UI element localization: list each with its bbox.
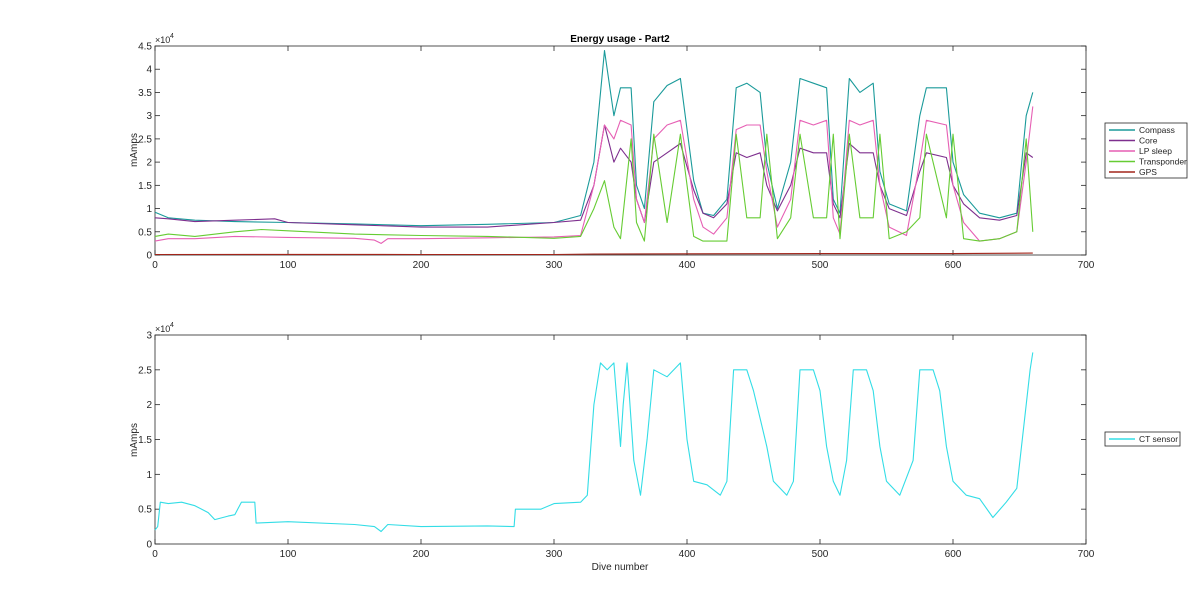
bottom-y-exponent-power: 4 (170, 322, 174, 329)
bottom-y-tick-label: 1.5 (138, 435, 152, 446)
bottom-y-axis-label: mAmps (129, 423, 140, 457)
legend-label-compass: Compass (1139, 125, 1175, 135)
top-axes-ticks: 0 100 200 300 400 500 600 700 0 0.5 1 1.5 2 2.5 3 3.5 4 4… (138, 42, 1095, 272)
legend-label-transponder: Transponder (1139, 157, 1187, 167)
top-y-tick-label: 3 (146, 111, 152, 122)
top-x-tick-label: 0 (152, 260, 158, 271)
top-y-tick-label: 4 (146, 65, 152, 76)
bottom-y-tick-label: 1 (146, 470, 152, 481)
top-x-tick-label: 300 (546, 260, 563, 271)
bottom-y-tick-label: 3 (146, 331, 152, 342)
top-y-tick-label: 0 (146, 251, 152, 262)
bottom-y-tick-label: 2.5 (138, 365, 152, 376)
top-series-lp-sleep (154, 106, 1034, 244)
bottom-x-tick-label: 400 (679, 549, 696, 560)
bottom-x-tick-label: 0 (152, 549, 158, 560)
bottom-axes-ticks: 0 100 200 300 400 500 600 700 0 0.5 1 1.5 2 2.5 3 (138, 331, 1095, 561)
top-y-tick-label: 2 (146, 158, 152, 169)
top-x-tick-label: 400 (679, 260, 696, 271)
top-x-tick-label: 100 (280, 260, 297, 271)
top-y-axis-label: mAmps (129, 133, 140, 167)
top-series-gps (154, 252, 1033, 256)
energy-usage-chart: 0 100 200 300 400 500 600 700 0 0.5 1 1.5 2 2.5 3 3.5 4 4… (129, 33, 1188, 272)
top-y-exponent-base: ×10 (155, 35, 170, 45)
bottom-x-tick-label: 700 (1078, 549, 1095, 560)
chart-title: Energy usage - Part2 (570, 34, 670, 45)
top-y-exponent-power: 4 (170, 33, 174, 40)
top-x-tick-label: 200 (413, 260, 430, 271)
top-series-group (154, 50, 1034, 256)
bottom-y-tick-label: 0.5 (138, 505, 152, 516)
top-y-tick-label: 1.5 (138, 181, 152, 192)
bottom-y-tick-label: 0 (146, 540, 152, 551)
bottom-x-tick-label: 300 (546, 549, 563, 560)
top-x-tick-label: 500 (812, 260, 829, 271)
legend-label-gps: GPS (1139, 167, 1157, 177)
top-y-tick-label: 4.5 (138, 42, 152, 53)
top-y-tick-label: 0.5 (138, 227, 152, 238)
bottom-x-tick-label: 100 (280, 549, 297, 560)
bottom-y-exponent: ×10 4 (155, 322, 174, 334)
top-plot-area (154, 45, 1087, 256)
ct-sensor-chart: 0 100 200 300 400 500 600 700 0 0.5 1 1.5 2 2.5 3 Dive… (129, 322, 1181, 573)
top-x-tick-label: 600 (945, 260, 962, 271)
bottom-series-group (154, 352, 1034, 533)
bottom-x-tick-label: 600 (945, 549, 962, 560)
bottom-legend-box (1104, 431, 1181, 447)
top-series-compass (154, 50, 1034, 227)
top-series-transponder (154, 133, 1034, 242)
legend-label-ct-sensor: CT sensor (1139, 434, 1178, 444)
bottom-x-axis-label: Dive number (592, 562, 649, 573)
legend-label-lp-sleep: LP sleep (1139, 146, 1172, 156)
bottom-series-ct-sensor (154, 352, 1034, 533)
bottom-x-tick-label: 500 (812, 549, 829, 560)
bottom-legend: CT sensor (1104, 431, 1181, 447)
bottom-x-tick-label: 200 (413, 549, 430, 560)
top-y-exponent: ×10 4 (155, 33, 174, 45)
bottom-y-exponent-base: ×10 (155, 324, 170, 334)
top-y-tick-label: 1 (146, 204, 152, 215)
bottom-y-tick-label: 2 (146, 400, 152, 411)
legend-label-core: Core (1139, 136, 1158, 146)
top-series-core (154, 124, 1034, 228)
top-y-tick-label: 2.5 (138, 134, 152, 145)
top-y-tick-label: 3.5 (138, 88, 152, 99)
top-x-tick-label: 700 (1078, 260, 1095, 271)
